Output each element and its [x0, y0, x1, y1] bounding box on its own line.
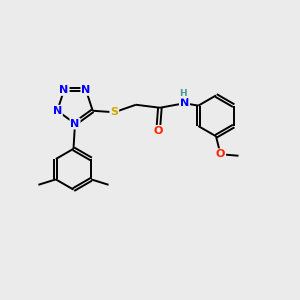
Text: S: S	[110, 107, 118, 117]
Text: O: O	[154, 126, 163, 136]
Text: N: N	[180, 98, 189, 108]
Text: O: O	[216, 149, 225, 159]
Text: N: N	[53, 106, 62, 116]
Text: H: H	[179, 89, 187, 98]
Text: N: N	[70, 118, 80, 129]
Text: N: N	[81, 85, 91, 95]
Text: N: N	[59, 85, 69, 95]
